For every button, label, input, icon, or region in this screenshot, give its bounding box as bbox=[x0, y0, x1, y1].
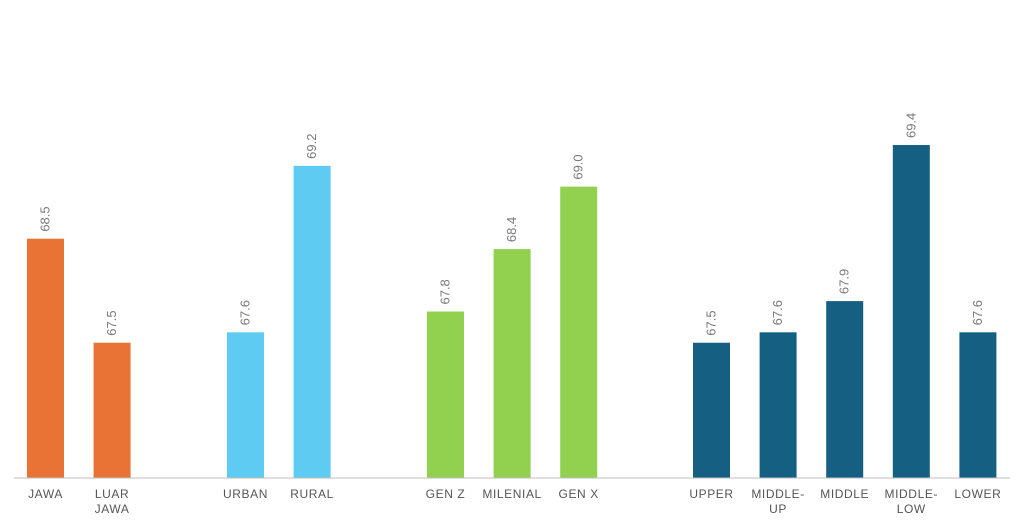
category-label-middle: MIDDLE bbox=[820, 487, 869, 501]
bar-urban bbox=[227, 332, 264, 478]
category-label-middle-low-line2: LOW bbox=[897, 502, 926, 516]
category-label-middle-up-line2: UP bbox=[769, 502, 787, 516]
bar-gen-x bbox=[560, 186, 598, 478]
value-label-luar-jawa: 67.5 bbox=[104, 310, 119, 335]
bar-gen-z bbox=[427, 311, 464, 478]
bar-upper bbox=[693, 342, 730, 478]
category-label-upper: UPPER bbox=[689, 487, 733, 501]
value-label-upper: 67.5 bbox=[704, 310, 719, 335]
value-label-lower: 67.6 bbox=[970, 300, 985, 325]
category-label-middle-low-line1: MIDDLE- bbox=[885, 487, 939, 501]
bar-middle-up bbox=[759, 332, 797, 478]
value-label-jawa: 68.5 bbox=[38, 206, 53, 231]
category-label-luar-jawa-line2: JAWA bbox=[95, 502, 130, 516]
value-label-middle-up: 67.6 bbox=[770, 300, 785, 325]
value-label-rural: 69.2 bbox=[304, 134, 319, 159]
category-label-jawa: JAWA bbox=[28, 487, 63, 501]
category-label-milenial: MILENIAL bbox=[482, 487, 542, 501]
value-label-middle: 67.9 bbox=[837, 269, 852, 294]
category-label-rural: RURAL bbox=[290, 487, 334, 501]
bar-luar-jawa bbox=[93, 342, 131, 478]
value-label-gen-z: 67.8 bbox=[438, 279, 453, 304]
value-label-gen-x: 69.0 bbox=[571, 154, 586, 179]
value-label-milenial: 68.4 bbox=[504, 217, 519, 242]
category-label-middle-up-line1: MIDDLE- bbox=[751, 487, 805, 501]
bar-jawa bbox=[27, 238, 64, 478]
value-labels-layer: 68.5 67.5 67.6 69.2 67.8 68.4 69.0 67.5 67.6 67.9… bbox=[38, 113, 985, 336]
bar-rural bbox=[293, 165, 331, 479]
bar-milenial bbox=[493, 249, 531, 478]
category-label-gen-z: GEN Z bbox=[426, 487, 466, 501]
category-label-luar-jawa-line1: LUAR bbox=[95, 487, 129, 501]
value-label-middle-low: 69.4 bbox=[903, 113, 918, 138]
category-label-lower: LOWER bbox=[954, 487, 1001, 501]
bar-lower bbox=[959, 332, 997, 478]
bar-middle-low bbox=[892, 145, 930, 478]
value-label-urban: 67.6 bbox=[238, 300, 253, 325]
bars-layer bbox=[27, 145, 997, 479]
bar-middle bbox=[826, 301, 864, 478]
category-label-gen-x: GEN X bbox=[559, 487, 599, 501]
category-label-urban: URBAN bbox=[223, 487, 268, 501]
